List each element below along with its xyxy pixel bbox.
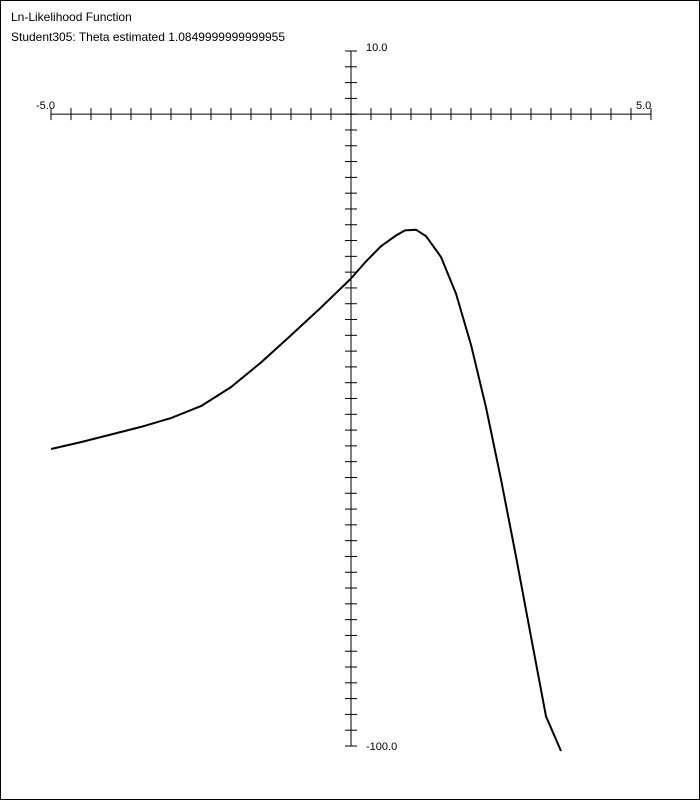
y-max-label: 10.0 [366,42,387,54]
y-min-label: -100.0 [366,741,397,753]
likelihood-curve [50,228,562,752]
chart-subtitle: Student305: Theta estimated 1.0849999999… [11,30,286,44]
x-min-label: -5.0 [36,100,55,112]
chart-title: Ln-Likelihood Function [11,10,132,24]
x-max-label: 5.0 [636,100,651,112]
